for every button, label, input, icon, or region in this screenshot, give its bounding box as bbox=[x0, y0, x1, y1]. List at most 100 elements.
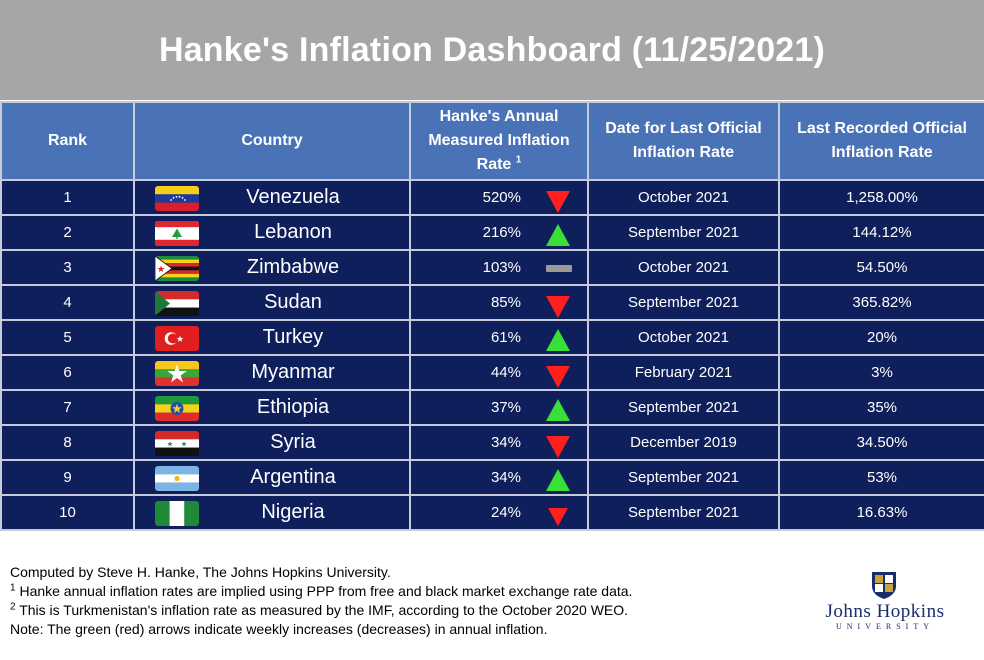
country-cell: Syria bbox=[133, 424, 411, 461]
hanke-rate-value: 44% bbox=[490, 364, 521, 381]
country-name: Zimbabwe bbox=[246, 256, 340, 278]
date-cell: October 2021 bbox=[587, 249, 780, 286]
trend-down-arrow-icon bbox=[546, 296, 570, 318]
rank-cell: 3 bbox=[0, 249, 135, 286]
official-rate-cell: 365.82% bbox=[778, 284, 984, 321]
myanmar-flag-icon bbox=[155, 361, 199, 386]
date-cell: September 2021 bbox=[587, 494, 780, 531]
official-rate-cell: 53% bbox=[778, 459, 984, 496]
table-row: 1 Venezuela 520% October 2021 1,258.00% bbox=[0, 179, 984, 216]
country-cell: Venezuela bbox=[133, 179, 411, 216]
country-cell: Sudan bbox=[133, 284, 411, 321]
arrow-legend-note: Note: The green (red) arrows indicate we… bbox=[10, 621, 548, 637]
footnote-2-text: This is Turkmenistan's inflation rate as… bbox=[15, 602, 629, 618]
rank-cell: 7 bbox=[0, 389, 135, 426]
header-row: Rank Country Hanke's Annual Measured Inf… bbox=[0, 101, 984, 181]
date-cell: October 2021 bbox=[587, 179, 780, 216]
header-official-line2: Inflation Rate bbox=[831, 144, 933, 161]
table-row: 7 Ethiopia 37% September 2021 35% bbox=[0, 389, 984, 426]
header-hanke-line2: Measured Inflation bbox=[428, 132, 570, 149]
trend-down-arrow-icon bbox=[546, 366, 570, 388]
johns-hopkins-logo: Johns Hopkins UNIVERSITY bbox=[810, 570, 960, 632]
table-row: 6 Myanmar 44% February 2021 3% bbox=[0, 354, 984, 391]
country-cell: Myanmar bbox=[133, 354, 411, 391]
trend-up-arrow-icon bbox=[546, 224, 570, 246]
country-cell: Argentina bbox=[133, 459, 411, 496]
hanke-rate-cell: 24% bbox=[409, 494, 589, 531]
official-rate-cell: 54.50% bbox=[778, 249, 984, 286]
rank-cell: 5 bbox=[0, 319, 135, 356]
footnote-2: 2 This is Turkmenistan's inflation rate … bbox=[10, 601, 632, 620]
header-hanke-line1: Hanke's Annual bbox=[439, 108, 559, 125]
date-cell: September 2021 bbox=[587, 459, 780, 496]
title-bar: Hanke's Inflation Dashboard (11/25/2021) bbox=[0, 0, 984, 100]
hanke-rate-value: 34% bbox=[490, 434, 521, 451]
header-hanke-line3: Rate bbox=[476, 156, 512, 173]
header-hanke-rate: Hanke's Annual Measured Inflation Rate 1 bbox=[409, 101, 589, 181]
table-row: 9 Argentina 34% September 2021 53% bbox=[0, 459, 984, 496]
footnote-2-mark: 2 bbox=[10, 601, 16, 613]
sudan-flag-icon bbox=[155, 291, 199, 316]
footnote-1: 1 Hanke annual inflation rates are impli… bbox=[10, 582, 632, 601]
country-name: Argentina bbox=[250, 466, 336, 488]
trend-down-arrow-icon bbox=[546, 436, 570, 458]
rank-cell: 8 bbox=[0, 424, 135, 461]
header-hanke-footnote-mark: 1 bbox=[515, 154, 522, 166]
country-cell: Zimbabwe bbox=[133, 249, 411, 286]
hanke-rate-value: 216% bbox=[482, 224, 521, 241]
hanke-rate-cell: 44% bbox=[409, 354, 589, 391]
hanke-rate-cell: 216% bbox=[409, 214, 589, 251]
official-rate-cell: 35% bbox=[778, 389, 984, 426]
syria-flag-icon bbox=[155, 431, 199, 456]
country-cell: Turkey bbox=[133, 319, 411, 356]
rank-cell: 4 bbox=[0, 284, 135, 321]
rank-cell: 9 bbox=[0, 459, 135, 496]
computed-by-note: Computed by Steve H. Hanke, The Johns Ho… bbox=[10, 564, 391, 580]
trend-up-arrow-icon bbox=[546, 469, 570, 491]
header-rank: Rank bbox=[0, 101, 135, 181]
date-cell: September 2021 bbox=[587, 284, 780, 321]
table-row: 8 Syria 34% December 2019 34.50% bbox=[0, 424, 984, 461]
trend-down-arrow-icon bbox=[546, 191, 570, 213]
header-country: Country bbox=[133, 101, 411, 181]
table-row: 3 Zimbabwe 103% October 2021 54.50% bbox=[0, 249, 984, 286]
hanke-rate-cell: 85% bbox=[409, 284, 589, 321]
header-official-line1: Last Recorded Official bbox=[797, 120, 967, 137]
nigeria-flag-icon bbox=[155, 501, 199, 526]
turkey-flag-icon bbox=[155, 326, 199, 351]
hanke-rate-value: 34% bbox=[490, 469, 521, 486]
country-name: Nigeria bbox=[261, 501, 325, 523]
table-row: 10 Nigeria 24% September 2021 16.63% bbox=[0, 494, 984, 531]
official-rate-cell: 16.63% bbox=[778, 494, 984, 531]
hanke-rate-value: 103% bbox=[482, 259, 521, 276]
logo-wordmark: Johns Hopkins bbox=[825, 601, 945, 622]
official-rate-cell: 20% bbox=[778, 319, 984, 356]
dashboard-title: Hanke's Inflation Dashboard (11/25/2021) bbox=[158, 30, 826, 69]
hanke-rate-cell: 37% bbox=[409, 389, 589, 426]
footnote-1-mark: 1 bbox=[10, 582, 16, 594]
university-shield-icon bbox=[872, 572, 896, 599]
hanke-rate-value: 37% bbox=[490, 399, 521, 416]
country-name: Turkey bbox=[262, 326, 324, 348]
country-name: Syria bbox=[270, 431, 316, 453]
official-rate-cell: 3% bbox=[778, 354, 984, 391]
rank-cell: 10 bbox=[0, 494, 135, 531]
hanke-rate-cell: 61% bbox=[409, 319, 589, 356]
country-name: Myanmar bbox=[251, 361, 335, 383]
country-name: Ethiopia bbox=[256, 396, 330, 418]
official-rate-cell: 34.50% bbox=[778, 424, 984, 461]
official-rate-cell: 1,258.00% bbox=[778, 179, 984, 216]
zimbabwe-flag-icon bbox=[155, 256, 199, 281]
header-date: Date for Last Official Inflation Rate bbox=[587, 101, 780, 181]
rank-cell: 1 bbox=[0, 179, 135, 216]
header-date-line1: Date for Last Official bbox=[605, 120, 762, 137]
hanke-rate-cell: 34% bbox=[409, 459, 589, 496]
hanke-rate-cell: 520% bbox=[409, 179, 589, 216]
lebanon-flag-icon bbox=[155, 221, 199, 246]
inflation-table: Rank Country Hanke's Annual Measured Inf… bbox=[0, 101, 984, 531]
trend-flat-bar-icon bbox=[546, 265, 572, 272]
date-cell: February 2021 bbox=[587, 354, 780, 391]
trend-down-arrow-icon bbox=[548, 508, 568, 526]
hanke-rate-value: 24% bbox=[490, 504, 521, 521]
